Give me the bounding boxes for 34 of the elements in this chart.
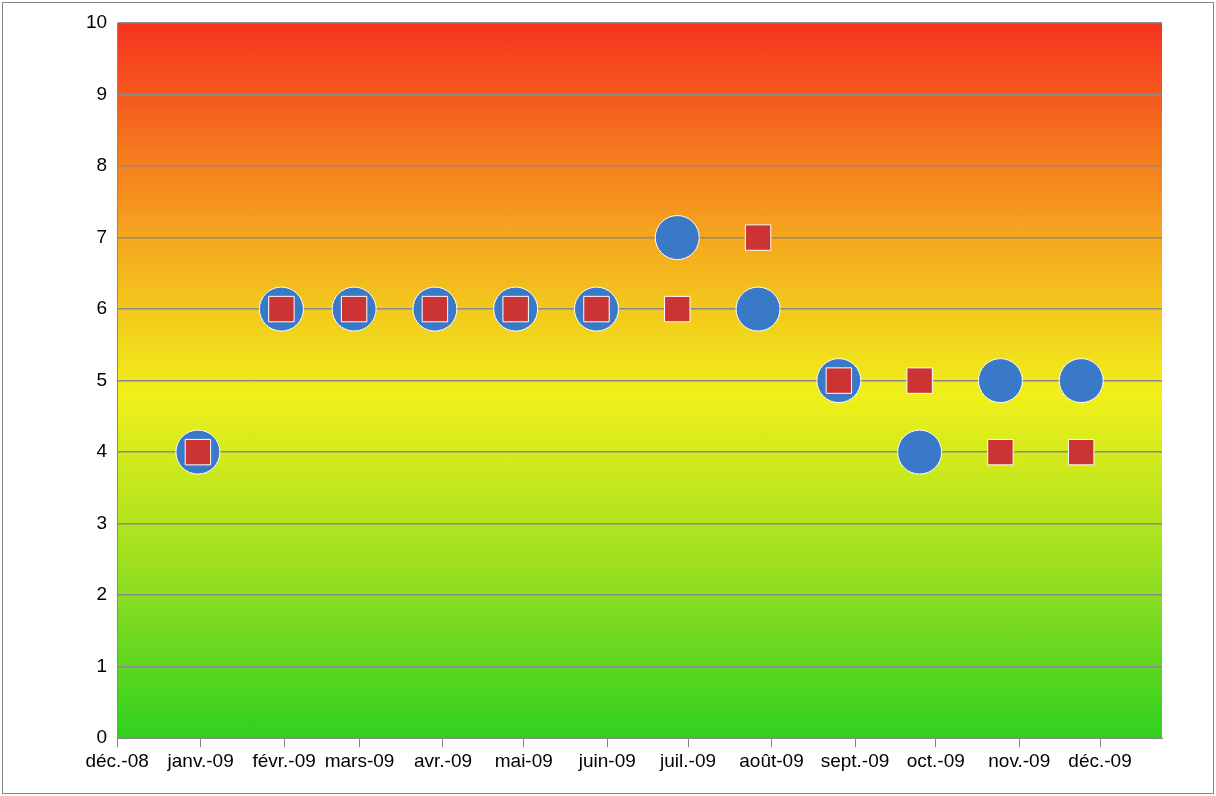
x-tick-label: déc.-08 (85, 749, 149, 771)
point (1067, 438, 1095, 466)
x-tick-label: mai-09 (494, 749, 553, 771)
y-tick-label: 9 (96, 82, 108, 104)
x-tick-label: juil.-09 (659, 749, 717, 771)
point (744, 224, 772, 251)
x-tick-label: juin-09 (577, 749, 636, 771)
x-tick-label: avr.-09 (413, 749, 473, 771)
x-tick-label: janv.-09 (166, 749, 234, 771)
x-tick-label: août-09 (739, 749, 804, 771)
y-tick-label: 0 (96, 726, 108, 748)
x-tick-label: oct.-09 (906, 749, 965, 771)
point (1058, 358, 1104, 404)
y-tick-label: 4 (96, 440, 108, 462)
point (977, 358, 1023, 404)
point (735, 286, 781, 332)
x-tick-label: févr.-09 (252, 749, 316, 771)
y-tick-label: 2 (96, 583, 108, 605)
x-tick-label: mars-09 (324, 749, 395, 771)
point (897, 429, 943, 475)
y-tick-label: 8 (96, 154, 108, 176)
point (987, 438, 1014, 466)
point (664, 295, 691, 323)
y-tick-label: 7 (96, 225, 108, 247)
point (906, 367, 933, 394)
x-tick-label: sept.-09 (820, 749, 890, 771)
y-tick-label: 1 (96, 654, 108, 676)
y-tick-label: 5 (96, 368, 108, 390)
point (654, 215, 700, 261)
x-tick-label: nov.-09 (988, 749, 1051, 771)
x-tick-label: déc.-09 (1068, 749, 1132, 771)
y-tick-label: 6 (96, 297, 108, 319)
y-tick-label: 3 (96, 511, 108, 533)
y-tick-label: 10 (85, 11, 108, 33)
